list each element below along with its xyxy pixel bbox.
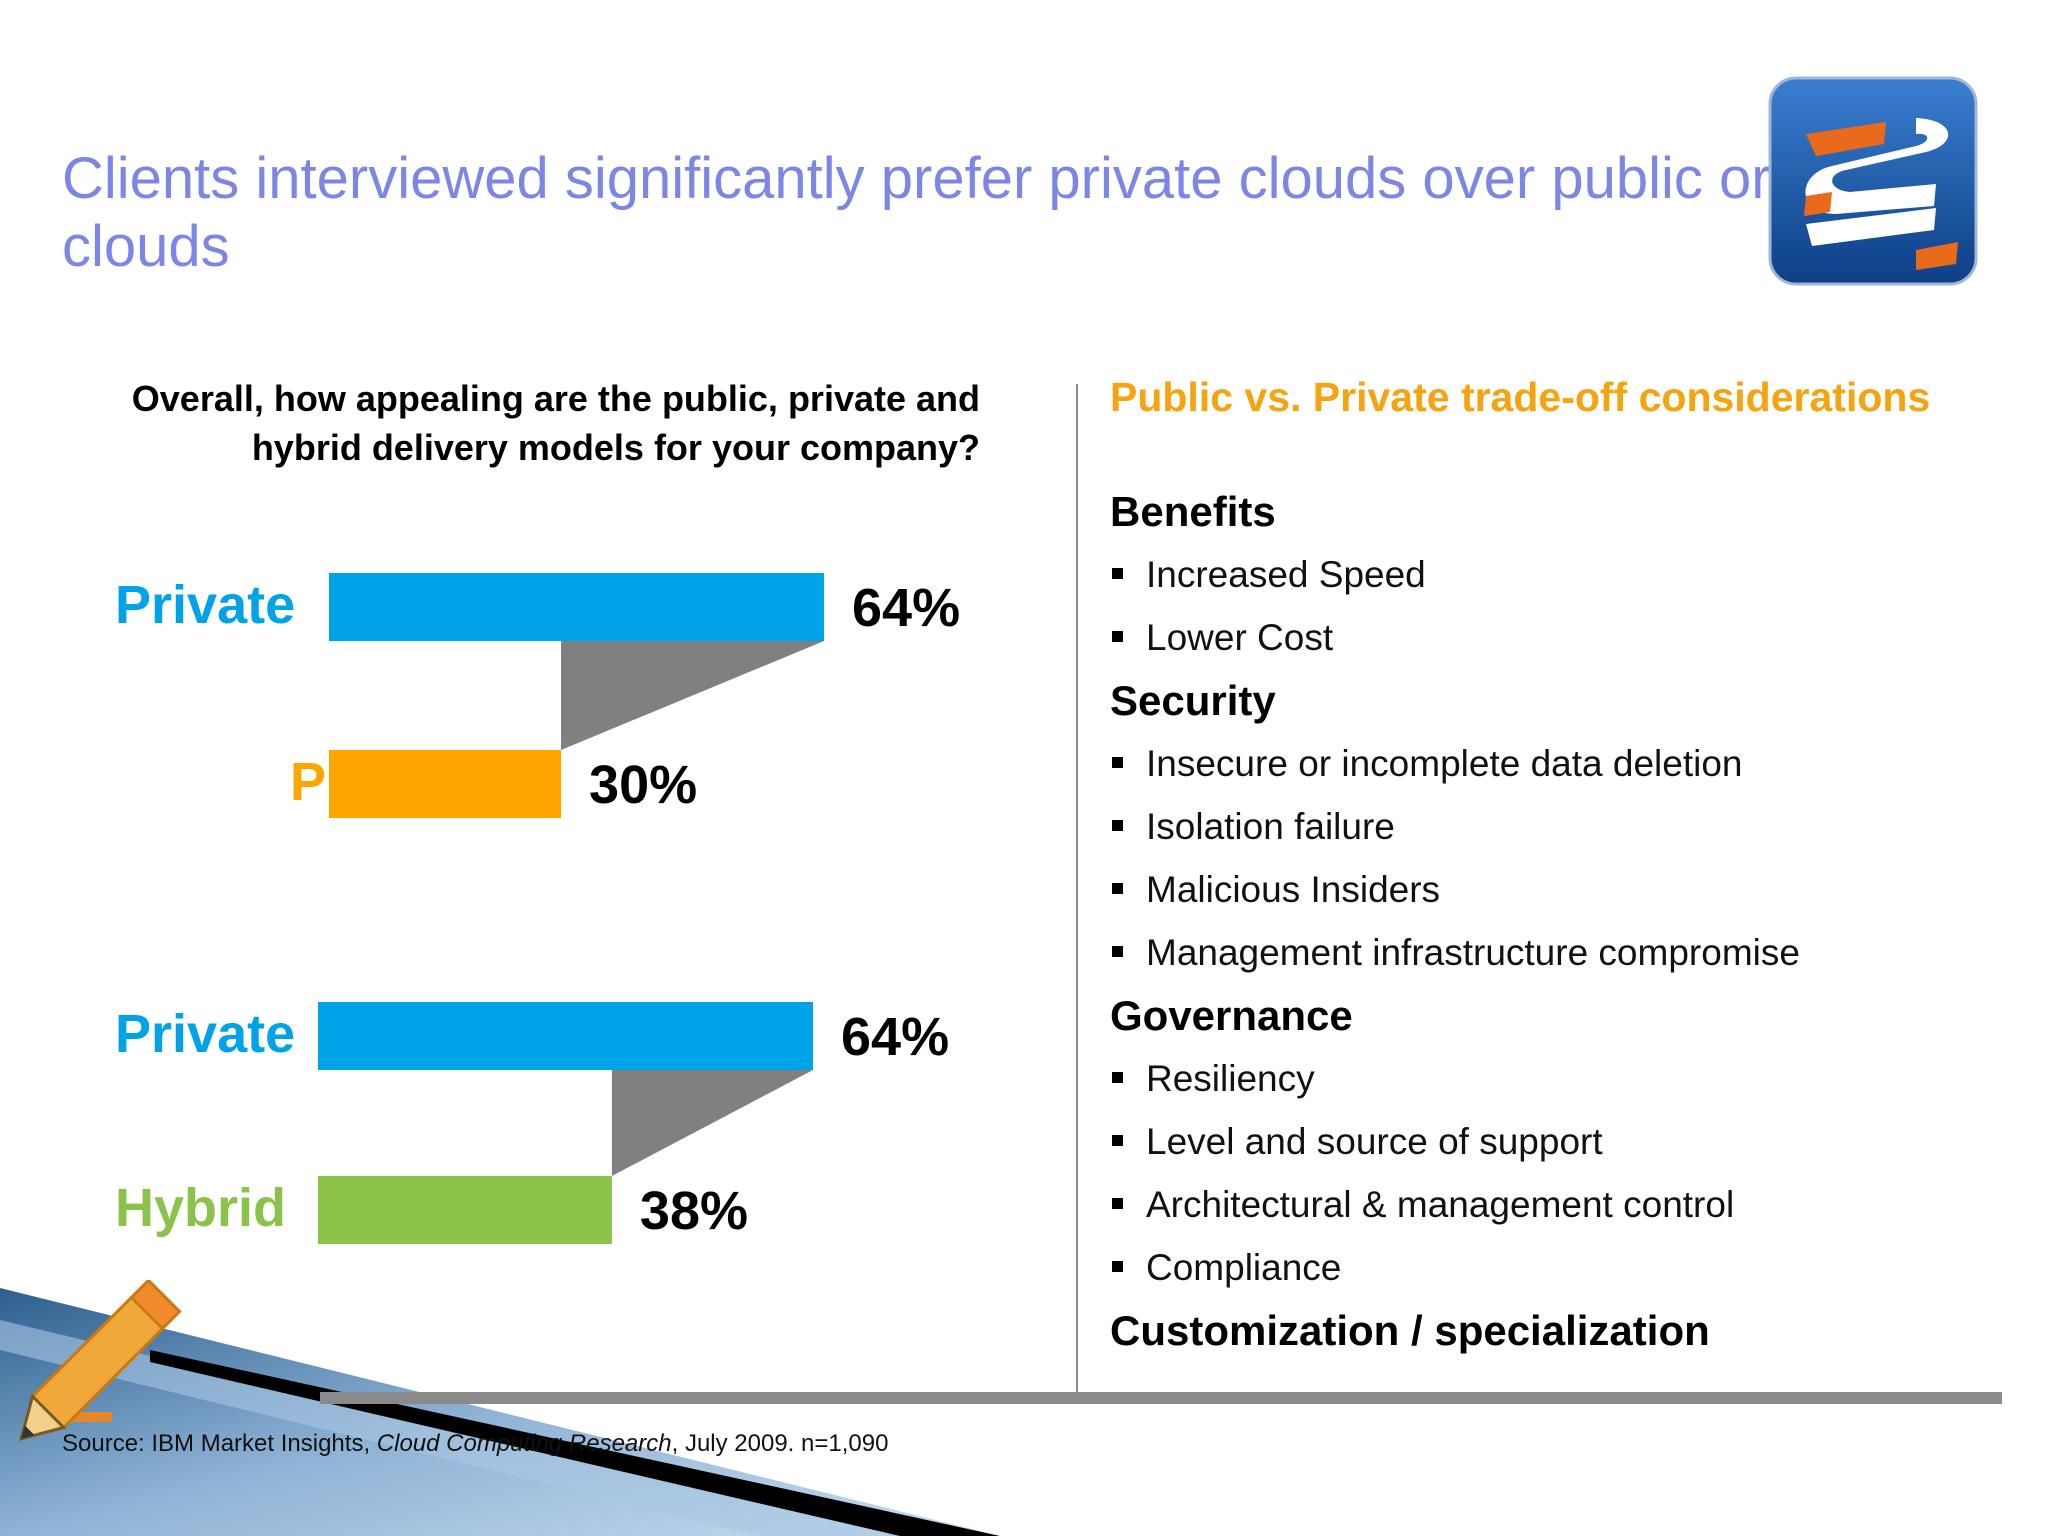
square-bullet-icon (1112, 757, 1123, 768)
source-title: Cloud Computing Research (376, 1430, 672, 1457)
source-suffix: , July 2009. n=1,090 (671, 1430, 889, 1457)
section-security-title: Security (1110, 677, 1276, 724)
bar-private (318, 1002, 813, 1070)
value-label: 64% (852, 578, 960, 638)
slide-title: Clients interviewed significantly prefer… (62, 146, 1945, 279)
square-bullet-icon (1112, 1072, 1123, 1083)
bullet-text: Isolation failure (1146, 806, 1395, 847)
column-divider (1076, 384, 1078, 1392)
pencil-icon (19, 1280, 182, 1441)
footer-rule (320, 1392, 2002, 1404)
bar-label: Hybrid (115, 1178, 286, 1238)
square-bullet-icon (1112, 883, 1123, 894)
bullet-text: Architectural & management control (1146, 1184, 1735, 1225)
bullet-item: Isolation failure (1110, 795, 2040, 858)
bar-label: Private (115, 575, 295, 635)
bullet-item: Insecure or incomplete data deletion (1110, 732, 2040, 795)
bullet-text: Lower Cost (1146, 617, 1334, 658)
bullet-item: Increased Speed (1110, 543, 2040, 606)
tradeoff-heading: Public vs. Private trade-off considerati… (1110, 374, 1931, 420)
square-bullet-icon (1112, 631, 1123, 642)
source-prefix: Source: IBM Market Insights, (62, 1430, 377, 1457)
bar-label: Private (115, 1004, 295, 1064)
bottom-decoration (0, 1280, 2002, 1536)
bar-hybrid (318, 1176, 612, 1244)
bar-public (329, 750, 562, 818)
appeal-bar-chart: Private 64% Public 30% Private 64% Hybrid 38% (115, 573, 960, 1244)
bullet-text: Increased Speed (1146, 554, 1426, 595)
bar-private (329, 573, 824, 641)
square-bullet-icon (1112, 1261, 1123, 1272)
bullet-text: Level and source of support (1146, 1121, 1603, 1162)
source-note: Source: IBM Market Insights, Cloud Compu… (62, 1430, 888, 1458)
bullet-item: Compliance (1110, 1236, 2040, 1299)
section-customization-title: Customization / specialization (1110, 1307, 1710, 1354)
bullet-text: Management infrastructure compromise (1146, 932, 1800, 973)
bullet-text: Insecure or incomplete data deletion (1146, 743, 1743, 784)
value-label: 30% (589, 755, 697, 815)
square-bullet-icon (1112, 568, 1123, 579)
chart-question: Overall, how appealing are the public, p… (131, 378, 980, 468)
square-bullet-icon (1112, 946, 1123, 957)
bullet-text: Malicious Insiders (1146, 869, 1441, 910)
bullet-text: Compliance (1146, 1247, 1342, 1288)
bullet-item: Malicious Insiders (1110, 858, 2040, 921)
stylized-s-logo-icon (1766, 74, 1980, 288)
considerations-list: Benefits Increased Speed Lower Cost Secu… (1110, 480, 2040, 1362)
bullet-item: Management infrastructure compromise (1110, 921, 2040, 984)
bullet-text: Resiliency (1146, 1058, 1315, 1099)
bullet-item: Resiliency (1110, 1047, 2040, 1110)
section-governance-title: Governance (1110, 992, 1353, 1039)
value-label: 64% (841, 1007, 949, 1067)
bullet-item: Architectural & management control (1110, 1173, 2040, 1236)
square-bullet-icon (1112, 1198, 1123, 1209)
funnel-connector (561, 641, 824, 750)
square-bullet-icon (1112, 820, 1123, 831)
section-benefits-title: Benefits (1110, 488, 1276, 535)
square-bullet-icon (1112, 1135, 1123, 1146)
bar-label: Public (290, 752, 452, 812)
value-label: 38% (640, 1181, 748, 1241)
funnel-connector (611, 1070, 813, 1176)
bullet-item: Lower Cost (1110, 606, 2040, 669)
bullet-item: Level and source of support (1110, 1110, 2040, 1173)
